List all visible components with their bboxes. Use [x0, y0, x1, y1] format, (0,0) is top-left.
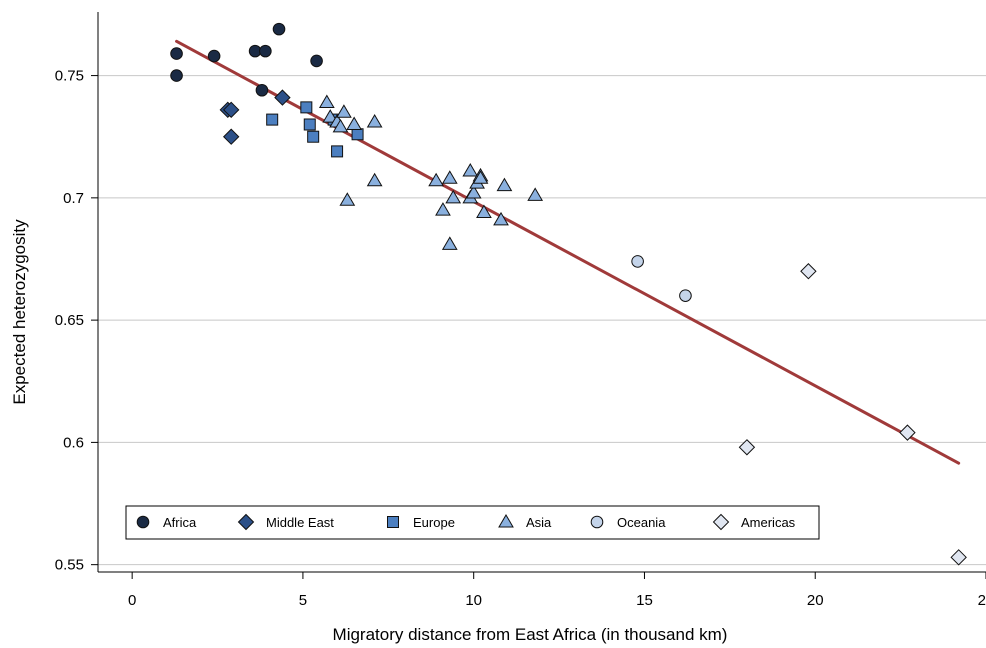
data-point [259, 44, 272, 58]
series-africa [170, 22, 323, 97]
legend-label: Europe [413, 515, 455, 530]
legend-label: Africa [163, 515, 197, 530]
series-oceania [631, 255, 692, 302]
x-tick-label: 10 [465, 592, 482, 609]
data-point [303, 118, 316, 131]
x-tick-label: 5 [299, 592, 307, 609]
data-point [679, 289, 692, 302]
data-point [631, 255, 644, 268]
data-point [170, 47, 183, 60]
series-middle-east [219, 89, 291, 145]
data-point [322, 109, 339, 123]
data-point [435, 202, 451, 216]
legend-marker [237, 513, 255, 531]
data-points [170, 22, 967, 566]
data-point [496, 177, 513, 192]
data-point [465, 184, 482, 199]
legend-marker [498, 514, 514, 528]
data-point [445, 189, 462, 204]
data-point [441, 170, 458, 184]
data-point [346, 116, 363, 130]
data-point [366, 114, 383, 128]
data-point [950, 549, 967, 566]
data-point [428, 172, 444, 187]
data-point [738, 439, 756, 456]
data-point [476, 204, 492, 219]
legend-label: Asia [526, 515, 552, 530]
legend-marker [590, 515, 604, 529]
data-point [331, 145, 344, 158]
y-axis-ticks: 0.55 0.6 0.65 0.7 0.75 [55, 68, 98, 574]
y-tick-label: 0.6 [63, 434, 84, 451]
legend: Africa Middle East Europe Asia Oceania Americ… [125, 505, 820, 540]
y-tick-label: 0.55 [55, 557, 84, 574]
data-point [222, 128, 240, 145]
y-tick-label: 0.7 [63, 190, 84, 207]
x-tick-label: 15 [636, 592, 653, 609]
x-tick-label: 20 [807, 592, 824, 609]
legend-marker [387, 516, 399, 528]
series-asia [318, 94, 544, 250]
data-point [318, 94, 335, 108]
data-point [170, 69, 183, 82]
x-axis-title: Migratory distance from East Africa (in … [333, 625, 728, 644]
data-point [493, 211, 509, 226]
fit-line-group [175, 39, 961, 465]
data-point [472, 170, 489, 184]
legend-label: Middle East [266, 515, 334, 530]
y-tick-label: 0.75 [55, 68, 84, 85]
data-point [274, 89, 291, 106]
legend-marker [136, 515, 150, 529]
series-americas [738, 263, 967, 566]
y-axis-title: Expected heterozygosity [10, 219, 29, 405]
data-point [310, 54, 323, 68]
data-point [800, 263, 817, 280]
x-tick-label: 25 [978, 592, 986, 609]
x-axis-ticks: 0 5 10 15 20 25 [128, 572, 986, 609]
y-tick-label: 0.65 [55, 312, 84, 329]
data-point [366, 172, 383, 187]
fit-line [175, 39, 961, 465]
data-point [339, 192, 356, 206]
legend-marker [712, 513, 730, 531]
data-point [899, 424, 916, 441]
data-point [527, 187, 544, 201]
data-point [255, 83, 269, 97]
data-point [266, 113, 279, 126]
data-point [351, 128, 364, 141]
data-point [462, 162, 479, 177]
data-point [207, 49, 221, 63]
data-point [222, 101, 240, 119]
gridlines [98, 75, 986, 566]
data-point [272, 22, 286, 36]
data-point [332, 118, 349, 133]
data-point [441, 236, 458, 250]
x-tick-label: 0 [128, 592, 136, 609]
legend-label: Americas [741, 515, 796, 530]
data-point [336, 104, 352, 118]
legend-label: Oceania [617, 515, 666, 530]
data-point [300, 101, 313, 114]
data-point [307, 130, 320, 143]
axes [97, 12, 986, 573]
